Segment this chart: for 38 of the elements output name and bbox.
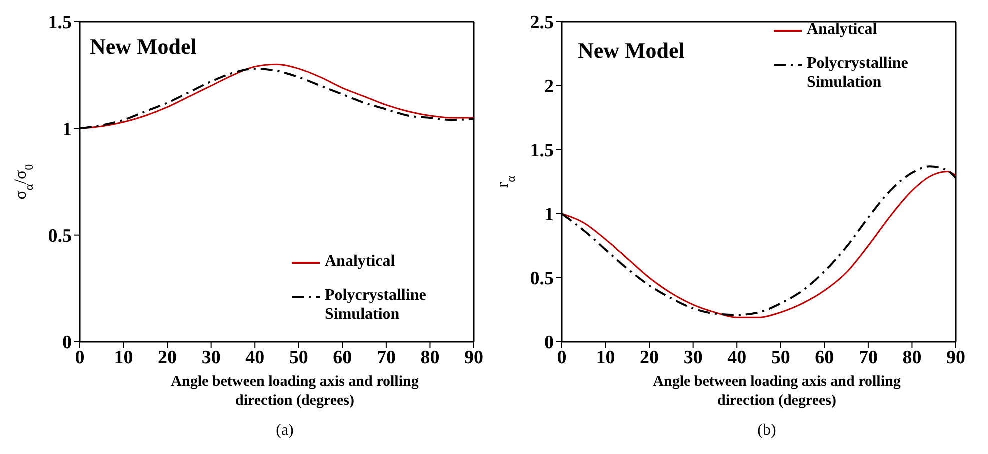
x-tick-label: 70 (376, 347, 396, 368)
x-axis-title: Angle between loading axis and rolling direction (degrees) (653, 374, 902, 409)
x-tick-label: 40 (728, 347, 747, 368)
x-tick-label: 40 (246, 347, 265, 368)
legend-label: Polycrystalline Simulation (807, 54, 910, 92)
x-tick-label: 20 (640, 347, 660, 368)
x-tick-label: 90 (946, 347, 966, 368)
y-tick-label: 0 (544, 332, 554, 354)
y-tick-label: 1 (544, 204, 554, 226)
annotation: New Model (578, 38, 685, 64)
y-tick-label: 1.5 (48, 12, 72, 34)
legend-label: Analytical (807, 20, 878, 39)
y-tick-label: 2 (544, 76, 554, 98)
x-tick-label: 10 (596, 347, 616, 368)
x-tick-label: 10 (114, 347, 134, 368)
annotation: New Model (90, 34, 197, 60)
x-tick-label: 60 (815, 347, 834, 368)
x-tick-label: 70 (858, 347, 878, 368)
x-tick-label: 20 (158, 347, 178, 368)
x-tick-label: 80 (902, 347, 922, 368)
x-tick-label: 50 (289, 347, 308, 368)
x-tick-label: 30 (684, 347, 703, 368)
x-tick-label: 50 (771, 347, 790, 368)
text: (b) (756, 422, 778, 440)
legend-label: Analytical (325, 252, 396, 271)
y-tick-label: 0.5 (48, 226, 72, 248)
x-tick-label: 30 (202, 347, 221, 368)
x-tick-label: 80 (420, 347, 440, 368)
y-tick-label: 0 (62, 332, 72, 354)
y-tick-label: 1 (62, 119, 72, 140)
x-tick-label: 60 (333, 347, 352, 368)
x-tick-label: 90 (464, 347, 484, 368)
text: (a) (275, 422, 295, 440)
x-axis-title: Angle between loading axis and rolling direction (degrees) (171, 374, 420, 409)
y-tick-label: 2.5 (530, 12, 554, 34)
y-tick-label: 0.5 (530, 268, 554, 290)
legend-label: Polycrystalline Simulation (325, 286, 428, 324)
y-tick-label: 1.5 (530, 140, 554, 162)
